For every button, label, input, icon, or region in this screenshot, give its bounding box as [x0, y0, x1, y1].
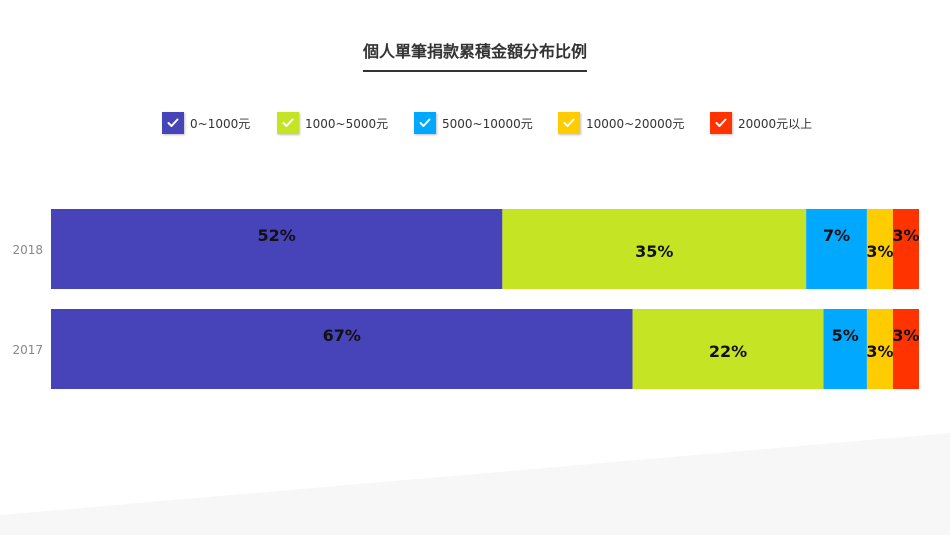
legend-checkbox[interactable] — [710, 112, 732, 134]
check-icon — [563, 118, 575, 127]
data-label-2018-5: 3% — [892, 226, 919, 245]
data-label-2017-1: 67% — [323, 326, 361, 345]
legend-item-2[interactable]: 1000~5000元 — [277, 112, 388, 134]
legend: 0~1000元 1000~5000元 5000~10000元 10000~20000元… — [0, 112, 950, 136]
legend-label: 20000元以上 — [738, 116, 813, 131]
legend-item-4[interactable]: 10000~20000元 — [558, 112, 684, 134]
category-label-2018: 2018 — [12, 243, 43, 257]
legend-label: 1000~5000元 — [305, 116, 389, 131]
bar-segment-2018-4[interactable] — [866, 209, 893, 289]
legend-item-5[interactable]: 20000元以上 — [710, 112, 812, 134]
data-label-2018-2: 35% — [635, 242, 673, 261]
legend-label: 0~1000元 — [190, 116, 251, 131]
legend-checkbox[interactable] — [558, 112, 580, 134]
check-icon — [419, 118, 431, 127]
check-icon — [715, 118, 727, 127]
data-label-2018-4: 3% — [866, 242, 893, 261]
legend-label: 5000~10000元 — [442, 116, 533, 131]
bar-segment-2018-1[interactable] — [51, 209, 503, 289]
bar-segment-2017-4[interactable] — [866, 309, 893, 389]
data-label-2017-2: 22% — [709, 342, 747, 361]
chart-title: 個人單筆捐款累積金額分布比例 — [0, 38, 950, 72]
check-icon — [167, 118, 179, 127]
bar-segment-2017-3[interactable] — [823, 309, 867, 389]
legend-item-1[interactable]: 0~1000元 — [162, 112, 250, 134]
chart-title-text: 個人單筆捐款累積金額分布比例 — [362, 38, 587, 72]
bar-segment-2018-3[interactable] — [806, 209, 867, 289]
data-label-2018-1: 52% — [258, 226, 296, 245]
data-label-2017-5: 3% — [892, 326, 919, 345]
legend-checkbox[interactable] — [162, 112, 184, 134]
data-label-2017-4: 3% — [866, 342, 893, 361]
data-label-2018-3: 7% — [823, 226, 850, 245]
bar-segment-2018-2[interactable] — [502, 209, 807, 289]
bar-segment-2017-2[interactable] — [632, 309, 824, 389]
legend-item-3[interactable]: 5000~10000元 — [414, 112, 533, 134]
bar-segment-2017-5[interactable] — [892, 309, 919, 389]
data-label-2017-3: 5% — [832, 326, 859, 345]
legend-checkbox[interactable] — [277, 112, 299, 134]
bar-segment-2018-5[interactable] — [892, 209, 919, 289]
legend-checkbox[interactable] — [414, 112, 436, 134]
category-label-2017: 2017 — [12, 343, 43, 357]
check-icon — [282, 118, 294, 127]
legend-label: 10000~20000元 — [586, 116, 685, 131]
bar-segment-2017-1[interactable] — [51, 309, 633, 389]
